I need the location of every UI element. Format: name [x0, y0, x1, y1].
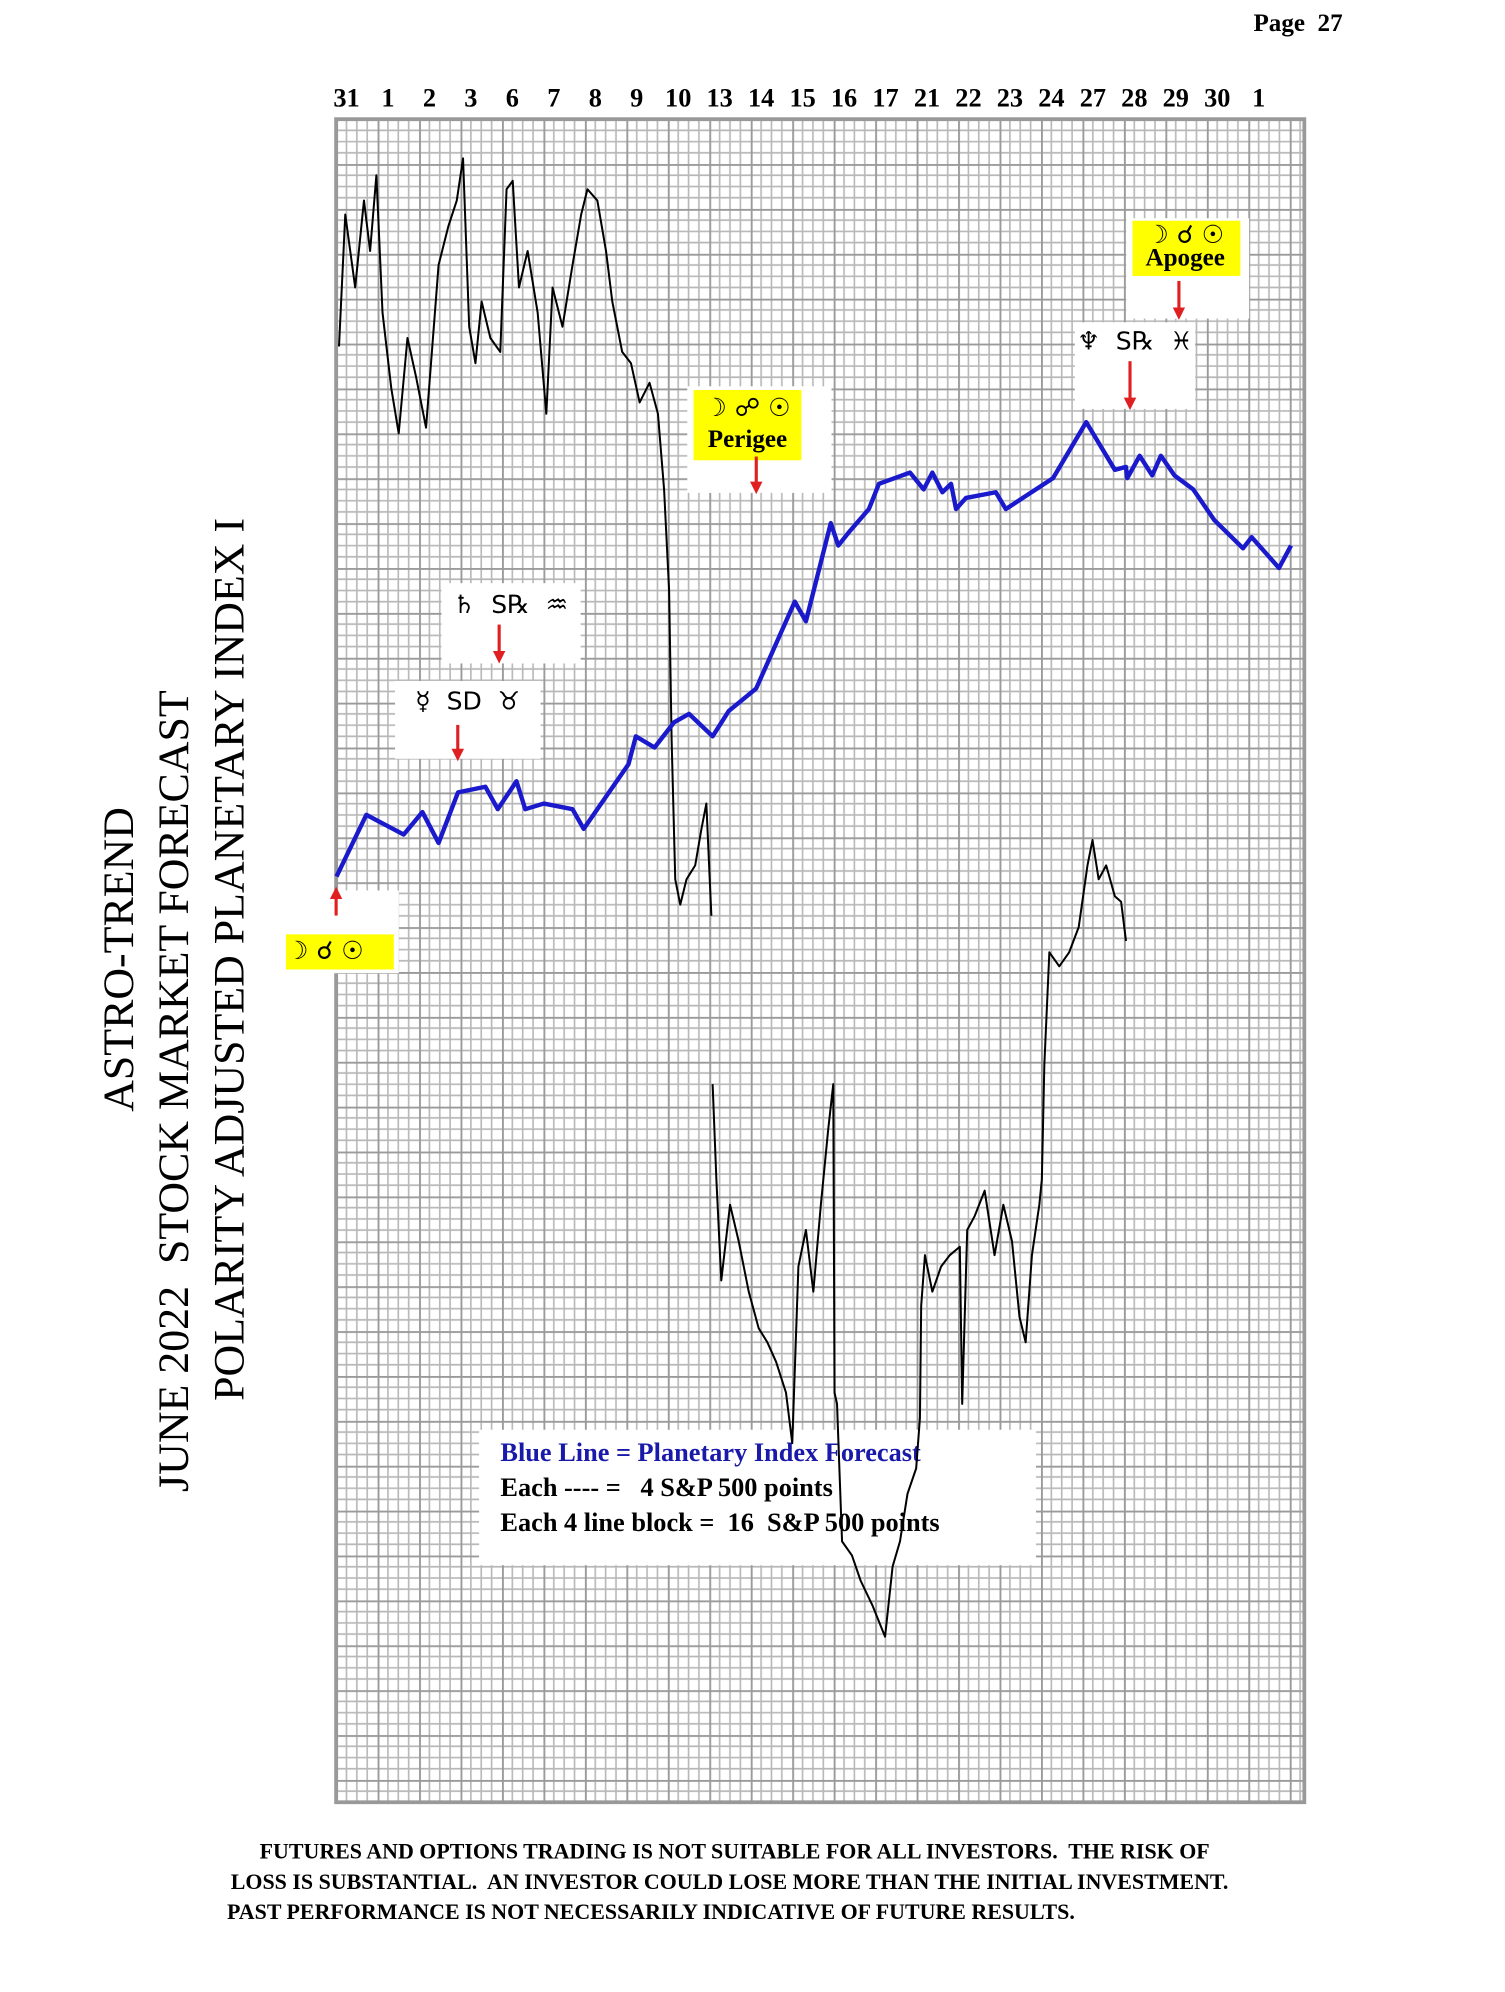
- x-tick-label: 17: [872, 83, 898, 112]
- annotation-text: ☽ ☌ ☉: [1146, 220, 1224, 249]
- annotation-highlight: [285, 934, 394, 970]
- annotation-text: Perigee: [708, 426, 787, 453]
- title: POLARITY ADJUSTED PLANETARY INDEX I: [205, 518, 253, 1401]
- annotation-text: ♆ S℞ ♓: [1077, 326, 1192, 355]
- x-tick-label: 14: [748, 83, 774, 112]
- legend-box: [479, 1429, 1036, 1566]
- disclaimer: LOSS IS SUBSTANTIAL. AN INVESTOR COULD L…: [231, 1869, 1229, 1894]
- x-tick-label: 23: [997, 83, 1023, 112]
- forecast-line: [334, 419, 1293, 878]
- x-tick-label: 31: [333, 83, 359, 112]
- annotation-highlight: [693, 390, 802, 461]
- x-tick-label: 21: [914, 83, 940, 112]
- x-tick-label: 9: [630, 83, 643, 112]
- legend-text: Each 4 line block = 16 S&P 500 points: [500, 1508, 939, 1537]
- chart: 31 1 2 3 6 7 8 9 10 13 14 15 16 17 21 22 23 24 27 28 29 30 1Bl…: [285, 83, 1293, 1638]
- annotation-text: ♄ S℞ ♒: [453, 590, 568, 619]
- x-tick-label: 6: [506, 83, 519, 112]
- x-tick-label: 3: [464, 83, 477, 112]
- title: JUNE 2022 STOCK MARKET FORECAST: [150, 690, 198, 1492]
- legend-text: Each ---- = 4 S&P 500 points: [500, 1473, 832, 1502]
- x-tick-label: 1: [381, 83, 394, 112]
- annotation-text: ☽ ☌ ☉: [286, 936, 364, 965]
- annotation-box: [441, 583, 581, 664]
- x-tick-label: 1: [1252, 83, 1265, 112]
- disclaimer: FUTURES AND OPTIONS TRADING IS NOT SUITA…: [260, 1839, 1210, 1864]
- x-tick-label: 10: [665, 83, 691, 112]
- annotation-text: ☽ ☍ ☉: [704, 393, 790, 422]
- title: ASTRO-TREND: [95, 807, 143, 1112]
- page-number: Page 27: [1253, 10, 1342, 37]
- x-tick-label: 29: [1163, 83, 1189, 112]
- legend-text: Blue Line = Planetary Index Forecast: [500, 1438, 921, 1467]
- disclaimer: PAST PERFORMANCE IS NOT NECESSARILY INDI…: [227, 1899, 1075, 1924]
- annotation-text: ☿ SD ♉: [415, 686, 520, 715]
- annotation-text: Apogee: [1145, 244, 1224, 271]
- annotation-highlight: [1132, 220, 1241, 276]
- annotation-box: [1074, 322, 1196, 409]
- x-tick-label: 7: [547, 83, 560, 112]
- x-tick-label: 27: [1080, 83, 1106, 112]
- x-tick-label: 8: [589, 83, 602, 112]
- x-tick-label: 2: [423, 83, 436, 112]
- x-tick-label: 15: [789, 83, 815, 112]
- x-tick-label: 24: [1038, 83, 1064, 112]
- x-tick-label: 13: [707, 83, 733, 112]
- annotation-box: [395, 681, 541, 759]
- price-line: [337, 157, 1127, 1638]
- x-tick-label: 30: [1204, 83, 1230, 112]
- x-tick-label: 16: [831, 83, 857, 112]
- x-tick-label: 22: [955, 83, 981, 112]
- x-tick-label: 28: [1121, 83, 1147, 112]
